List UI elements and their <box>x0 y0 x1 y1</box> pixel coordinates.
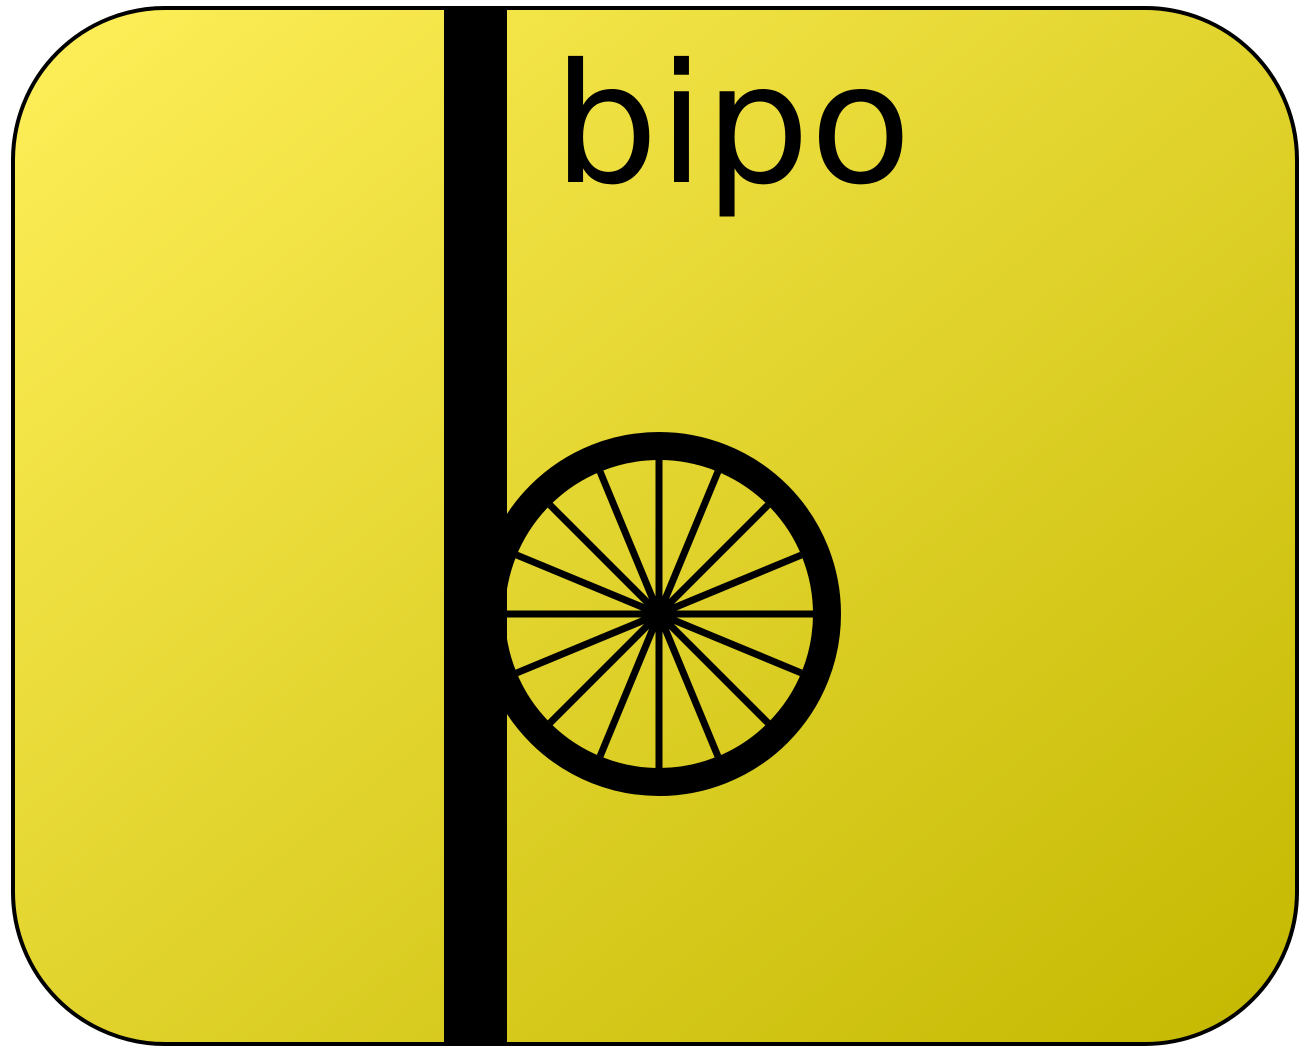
symbol-card <box>11 6 1299 1046</box>
symbol-label: bipo <box>553 29 911 222</box>
vertical-bar <box>444 8 507 1044</box>
wheel-spoke <box>515 551 803 677</box>
spoked-wheel-icon <box>477 432 841 796</box>
wheel-rim <box>477 432 841 796</box>
wheel-spokes <box>505 460 813 768</box>
